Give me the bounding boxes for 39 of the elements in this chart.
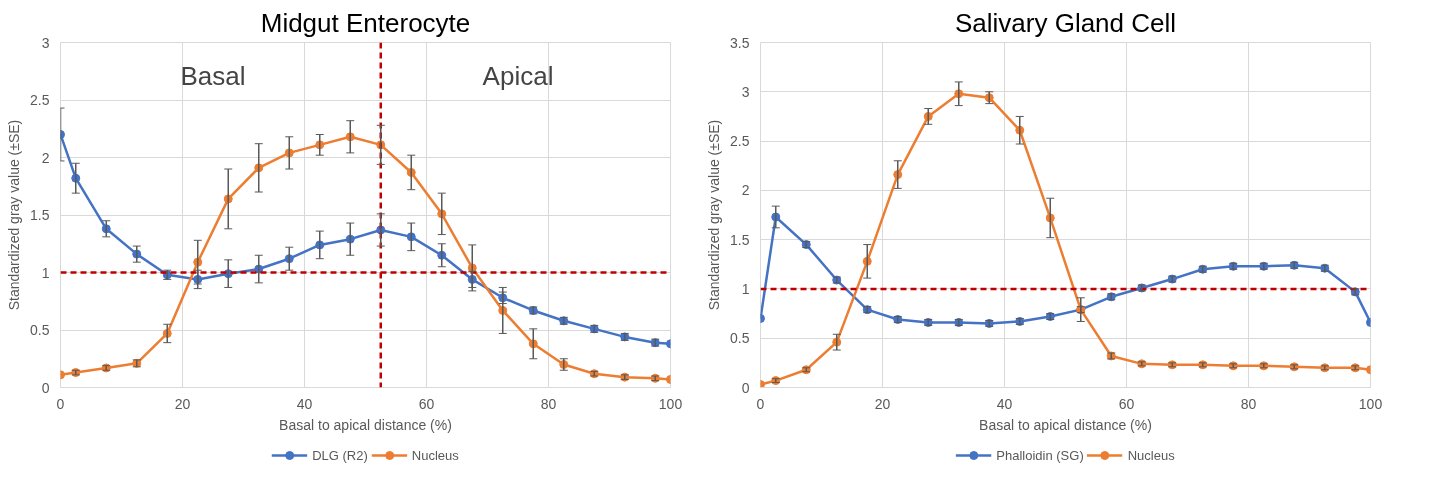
y-tick-label: 1 <box>41 264 50 281</box>
y-axis-title: Standardized gray value (±SE) <box>6 119 23 311</box>
x-tick-label: 40 <box>996 395 1013 412</box>
y-tick-label: 2.5 <box>730 133 750 150</box>
x-tick-label: 100 <box>658 395 683 412</box>
y-axis-title: Standardized gray value (±SE) <box>706 119 723 311</box>
x-tick-label: 0 <box>756 395 765 412</box>
y-tick-label: 1 <box>741 280 750 297</box>
y-tick-label: 2 <box>41 149 50 166</box>
x-tick-label: 60 <box>418 395 435 412</box>
chart-title: Midgut Enterocyte <box>260 7 471 38</box>
chart-title: Salivary Gland Cell <box>954 7 1177 38</box>
y-tick-label: 3 <box>741 83 750 100</box>
x-tick-label: 100 <box>1358 395 1383 412</box>
x-tick-label: 60 <box>1118 395 1135 412</box>
x-tick-label: 80 <box>1240 395 1257 412</box>
y-tick-label: 0.5 <box>30 322 50 338</box>
y-tick-label: 1.5 <box>30 207 50 223</box>
legend-label: Nucleus <box>1127 447 1175 463</box>
y-tick-label: 2 <box>741 182 750 199</box>
legend-label: DLG (R2) <box>312 447 368 463</box>
x-tick-label: 20 <box>174 395 191 412</box>
y-tick-label: 2.5 <box>30 92 50 108</box>
annotation: Basal <box>180 60 246 91</box>
y-tick-label: 3 <box>41 34 50 51</box>
x-tick-label: 20 <box>874 395 891 412</box>
y-tick-label: 0.5 <box>730 330 750 347</box>
annotation: Apical <box>482 60 554 91</box>
y-tick-label: 0 <box>41 379 50 396</box>
x-axis-title: Basal to apical distance (%) <box>279 416 452 433</box>
y-tick-label: 1.5 <box>730 231 750 248</box>
y-tick-label: 0 <box>741 379 750 396</box>
y-tick-label: 3.5 <box>730 34 750 51</box>
x-tick-label: 40 <box>296 395 313 412</box>
legend-label: Phalloidin (SG) <box>996 447 1084 463</box>
x-tick-label: 80 <box>540 395 557 412</box>
x-axis-title: Basal to apical distance (%) <box>979 416 1152 433</box>
x-tick-label: 0 <box>56 395 65 412</box>
legend-label: Nucleus <box>411 447 459 463</box>
